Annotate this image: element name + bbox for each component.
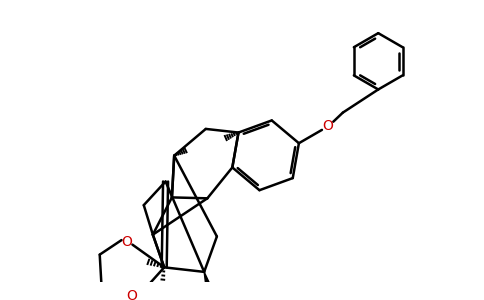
Text: O: O <box>121 236 133 249</box>
Text: O: O <box>126 289 137 300</box>
Text: O: O <box>322 119 333 133</box>
Polygon shape <box>204 272 212 292</box>
